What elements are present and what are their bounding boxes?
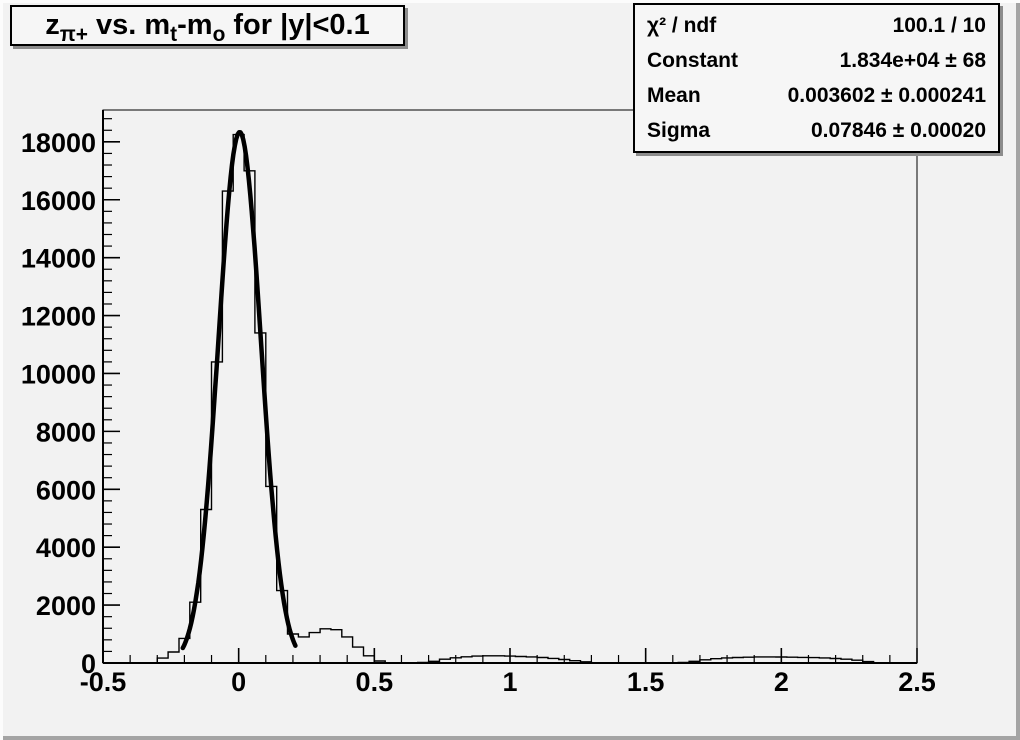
fit-curve bbox=[180, 129, 298, 651]
stat-value: 1.834e+04 ± 68 bbox=[839, 48, 986, 72]
stat-label: Mean bbox=[647, 83, 701, 107]
stats-row-sigma: Sigma 0.07846 ± 0.00020 bbox=[635, 119, 998, 143]
y-tick-label: 0 bbox=[81, 649, 96, 679]
y-tick-label: 8000 bbox=[36, 417, 96, 447]
stat-value: 0.003602 ± 0.000241 bbox=[787, 83, 986, 107]
stats-row-chi2: χ² / ndf 100.1 / 10 bbox=[635, 14, 998, 38]
x-tick-label: 0.5 bbox=[356, 667, 394, 697]
histogram-title: zπ+ vs. mt-mo for |y|<0.1 bbox=[45, 9, 370, 46]
y-tick-label: 2000 bbox=[36, 591, 96, 621]
plot-frame bbox=[102, 109, 918, 664]
y-tick-label: 16000 bbox=[21, 186, 96, 216]
histogram-title-box: zπ+ vs. mt-mo for |y|<0.1 bbox=[10, 5, 405, 46]
stats-row-mean: Mean 0.003602 ± 0.000241 bbox=[635, 84, 998, 108]
x-tick-label: 0 bbox=[231, 667, 246, 697]
stat-label: Constant bbox=[647, 48, 738, 72]
x-tick-label: -0.5 bbox=[80, 667, 127, 697]
y-tick-label: 6000 bbox=[36, 475, 96, 505]
stat-label: Sigma bbox=[647, 118, 711, 142]
y-tick-label: 18000 bbox=[21, 128, 96, 158]
x-tick-label: 2 bbox=[774, 667, 789, 697]
stat-value: 0.07846 ± 0.00020 bbox=[810, 118, 986, 142]
y-tick-label: 12000 bbox=[21, 302, 96, 332]
y-tick-label: 10000 bbox=[21, 359, 96, 389]
y-tick-label: 4000 bbox=[36, 533, 96, 563]
stat-label: χ² / ndf bbox=[647, 13, 717, 37]
stat-value: 100.1 / 10 bbox=[892, 13, 986, 37]
stats-row-constant: Constant 1.834e+04 ± 68 bbox=[635, 49, 998, 73]
x-tick-label: 1 bbox=[502, 667, 517, 697]
x-tick-label: 2.5 bbox=[898, 667, 936, 697]
fit-stats-box: χ² / ndf 100.1 / 10 Constant 1.834e+04 ±… bbox=[633, 3, 1000, 153]
y-tick-label: 14000 bbox=[21, 244, 96, 274]
x-tick-label: 1.5 bbox=[627, 667, 665, 697]
